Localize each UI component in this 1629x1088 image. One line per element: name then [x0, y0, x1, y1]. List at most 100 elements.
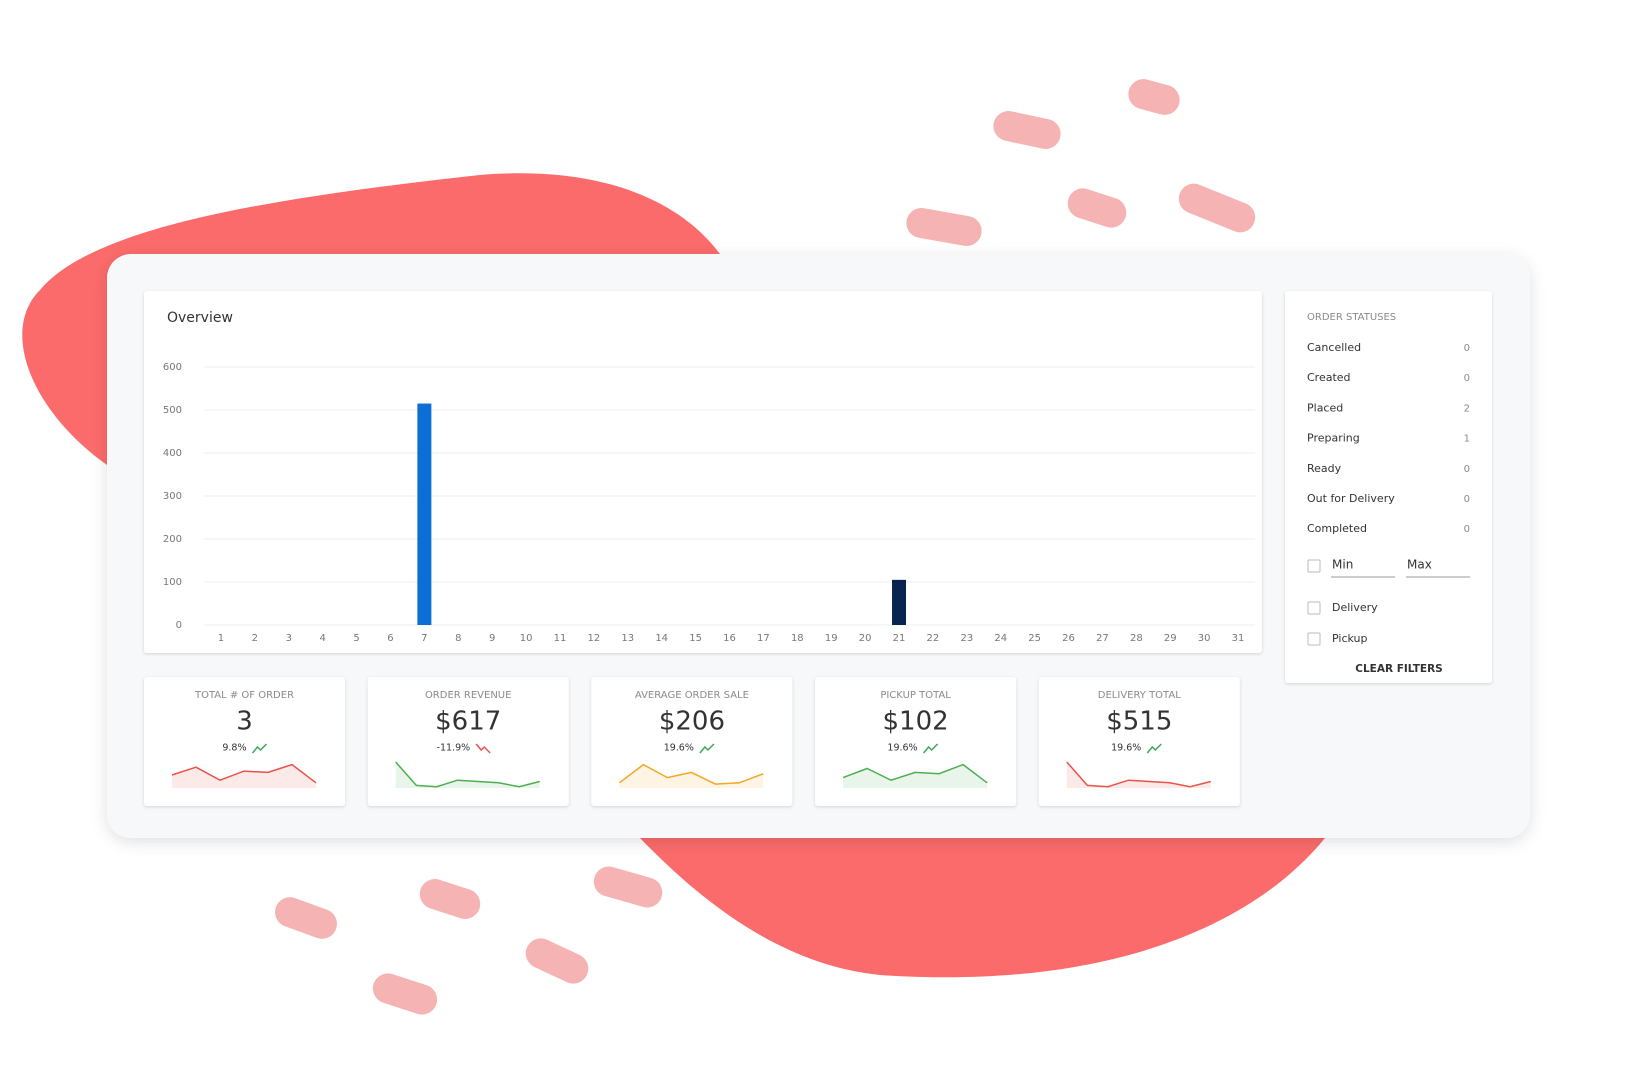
bar — [892, 579, 907, 625]
status-label: Placed — [1307, 401, 1343, 414]
x-tick-label: 13 — [621, 633, 634, 644]
decor-dashes — [275, 79, 1256, 1015]
trend-icon — [251, 743, 268, 754]
sparkline — [1066, 761, 1211, 788]
trend-icon — [699, 743, 715, 754]
status-panel — [1285, 291, 1492, 683]
filter-option: Pickup — [1332, 632, 1367, 645]
bar — [417, 403, 432, 625]
status-label: Preparing — [1307, 432, 1360, 445]
x-tick-label: 21 — [893, 633, 906, 644]
kpi-value: $617 — [435, 707, 501, 737]
kpi-card — [815, 677, 1017, 806]
x-tick-label: 6 — [387, 633, 393, 644]
x-tick-label: 26 — [1062, 633, 1075, 644]
kpi-label: TOTAL # OF ORDER — [194, 690, 294, 701]
kpi-label: AVERAGE ORDER SALE — [635, 690, 749, 701]
y-tick-label: 100 — [163, 577, 182, 588]
status-count: 2 — [1464, 403, 1470, 414]
sparkline — [618, 763, 764, 785]
max-input[interactable]: Max — [1407, 558, 1432, 572]
status-label: Ready — [1307, 462, 1342, 475]
kpi-card — [591, 677, 793, 806]
x-tick-label: 11 — [554, 633, 567, 644]
trend-icon — [475, 743, 491, 754]
status-label: Out for Delivery — [1307, 492, 1395, 505]
status-count: 0 — [1464, 524, 1470, 535]
kpi-label: ORDER REVENUE — [425, 690, 512, 701]
x-tick-label: 27 — [1096, 633, 1109, 644]
chart-panel — [144, 291, 1262, 653]
status-label: Cancelled — [1307, 341, 1361, 354]
x-tick-label: 4 — [319, 633, 325, 644]
x-tick-label: 22 — [927, 633, 940, 644]
x-tick-label: 10 — [520, 633, 533, 644]
x-tick-label: 1 — [218, 633, 224, 644]
checkbox[interactable] — [1307, 559, 1321, 573]
status-count: 0 — [1464, 494, 1470, 505]
status-count: 1 — [1464, 434, 1470, 445]
kpi-card — [1038, 677, 1240, 806]
kpi-change: 19.6% — [887, 743, 917, 754]
chart-title: Overview — [167, 310, 233, 326]
filter-option: Delivery — [1332, 601, 1378, 614]
x-tick-label: 12 — [588, 633, 601, 644]
x-tick-label: 7 — [421, 633, 427, 644]
trend-icon — [923, 743, 939, 754]
y-tick-label: 200 — [163, 534, 182, 545]
x-tick-label: 31 — [1232, 633, 1245, 644]
kpi-change: -11.9% — [437, 743, 471, 754]
sparkline — [842, 763, 988, 784]
kpi-card — [144, 677, 345, 806]
x-tick-label: 9 — [489, 633, 495, 644]
x-tick-label: 2 — [252, 633, 258, 644]
x-tick-label: 16 — [723, 633, 736, 644]
clear-filters-button[interactable]: CLEAR FILTERS — [1355, 663, 1442, 675]
status-label: Created — [1307, 371, 1351, 384]
x-tick-label: 17 — [757, 633, 770, 644]
x-tick-label: 3 — [286, 633, 292, 644]
y-tick-label: 600 — [163, 362, 182, 373]
kpi-value: 3 — [236, 707, 253, 737]
kpi-change: 9.8% — [222, 743, 246, 754]
sparkline — [171, 763, 317, 784]
x-tick-label: 29 — [1164, 633, 1177, 644]
checkbox[interactable] — [1307, 632, 1321, 646]
kpi-row: TOTAL # OF ORDER 3 9.8% ORDER REVENUE $617 -1… — [144, 677, 1240, 806]
status-list: Cancelled 0 Created 0 Placed 2 Preparing 1 Ready… — [1307, 341, 1470, 535]
checkbox[interactable] — [1307, 601, 1321, 615]
x-tick-label: 8 — [455, 633, 461, 644]
kpi-label: DELIVERY TOTAL — [1098, 690, 1181, 701]
filter-options: Delivery Pickup — [1307, 601, 1378, 646]
kpi-value: $206 — [659, 707, 725, 737]
sparkline — [395, 761, 540, 788]
kpi-card — [367, 677, 569, 806]
sparkline-area — [172, 764, 316, 788]
kpi-change: 19.6% — [1111, 743, 1141, 754]
x-tick-label: 5 — [353, 633, 359, 644]
kpi-change: 19.6% — [664, 743, 694, 754]
x-tick-label: 20 — [859, 633, 872, 644]
sparkline-area — [843, 764, 988, 788]
kpi-value: $102 — [883, 707, 949, 737]
x-tick-label: 15 — [689, 633, 702, 644]
y-tick-label: 300 — [163, 491, 182, 502]
kpi-value: $515 — [1106, 707, 1172, 737]
status-label: Completed — [1307, 522, 1367, 535]
y-tick-label: 400 — [163, 448, 182, 459]
x-tick-label: 14 — [655, 633, 668, 644]
x-tick-label: 18 — [791, 633, 804, 644]
x-tick-label: 19 — [825, 633, 838, 644]
y-tick-label: 500 — [163, 405, 182, 416]
sparkline-area — [619, 764, 764, 788]
status-count: 0 — [1464, 373, 1470, 384]
x-tick-label: 24 — [994, 633, 1007, 644]
status-count: 0 — [1464, 343, 1470, 354]
y-tick-label: 0 — [176, 620, 182, 631]
x-tick-label: 25 — [1028, 633, 1041, 644]
status-title: ORDER STATUSES — [1307, 312, 1396, 323]
min-input[interactable]: Min — [1332, 558, 1353, 572]
trend-icon — [1146, 743, 1162, 754]
